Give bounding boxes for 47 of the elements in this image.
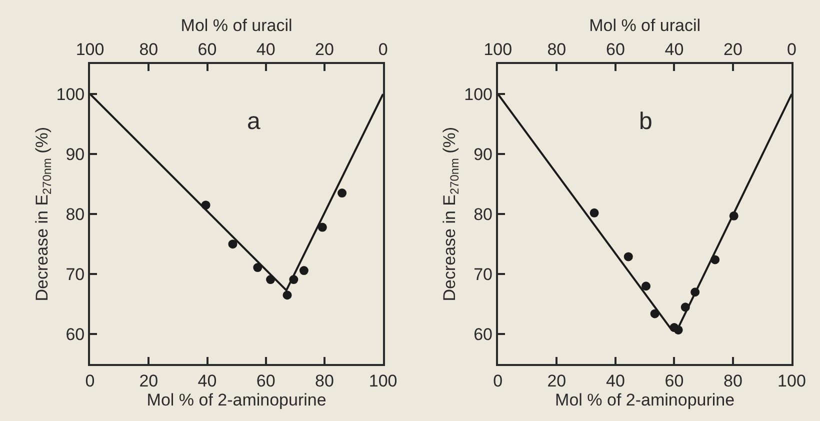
x-tick-label: 80 [315,372,334,391]
point [318,222,327,232]
x2-tick-label: 60 [606,40,625,60]
x2-tick-label: 20 [724,40,742,60]
y-tick-label: 60 [66,325,85,344]
y-tick-label: 80 [474,205,493,224]
x2-tick-label: 40 [256,40,276,60]
x2-tick-label: 80 [547,40,566,60]
annotation: a [247,108,261,135]
x-tick-label: 20 [139,372,158,391]
x-tick-label: 40 [606,372,625,391]
x-tick-label: 0 [493,372,503,391]
point [624,252,633,262]
annotation: b [639,108,652,135]
point [338,188,347,198]
x-tick-label: 100 [778,372,806,391]
x-tick-label: 60 [256,372,276,391]
x-tick-label: 0 [85,372,95,391]
x-tick-label: 60 [664,372,684,391]
x-tick-label: 100 [368,372,398,391]
x-tick-label: 20 [547,372,566,391]
x-tick-label: 40 [198,372,217,391]
x2-tick-label: 80 [139,40,158,60]
y-tick-label: 100 [464,84,493,104]
x2-tick-label: 20 [315,40,334,60]
x2-tick-label: 0 [378,40,388,60]
x2-tick-label: 60 [198,40,217,60]
y-tick-label: 60 [474,325,493,344]
x-axis-title: Mol % of 2-aminopurine [555,390,735,410]
x-axis-title: Mol % of 2-aminopurine [146,390,326,410]
y-tick-label: 80 [66,205,85,224]
y-tick-label: 70 [66,265,85,284]
y-tick-label: 90 [474,144,493,164]
x2-tick-label: 0 [787,40,796,60]
point [590,208,599,218]
y-tick-label: 90 [66,144,85,164]
point [282,290,292,300]
point [299,266,308,276]
x2-tick-label: 40 [664,40,684,60]
point [253,263,262,272]
point [642,282,650,291]
x-tick-label: 80 [724,372,742,391]
x2-axis-title: Mol % of uracil [589,16,701,36]
point [228,240,238,249]
y-tick-label: 100 [56,84,85,104]
x2-axis-title: Mol % of uracil [180,16,292,36]
y-tick-label: 70 [474,265,493,284]
